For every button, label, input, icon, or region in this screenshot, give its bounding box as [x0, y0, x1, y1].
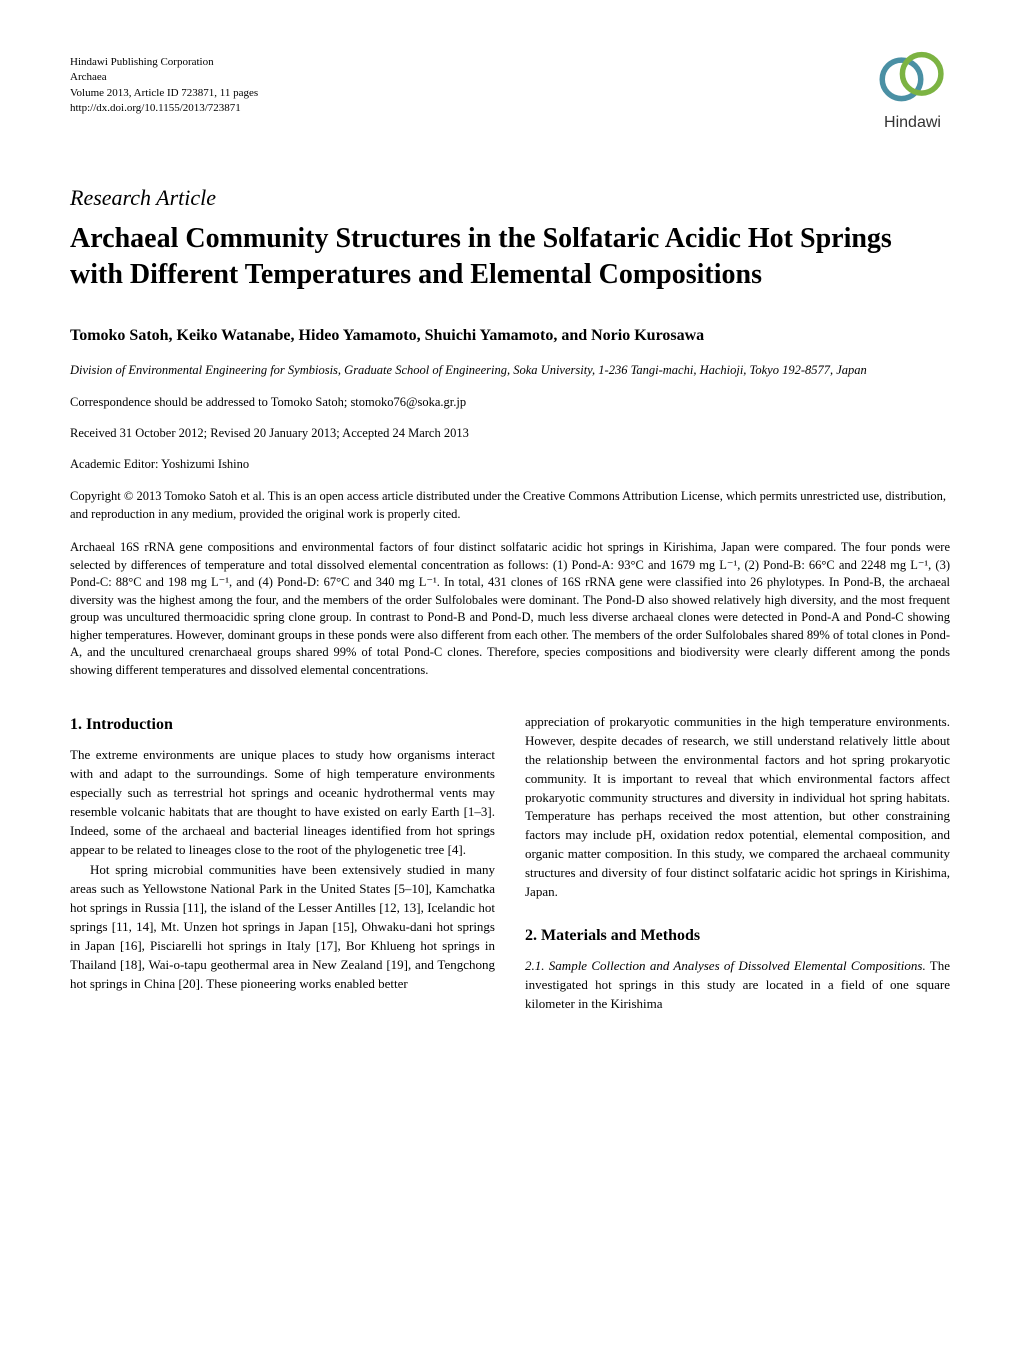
journal-name: Archaea [70, 70, 950, 85]
abstract: Archaeal 16S rRNA gene compositions and … [70, 539, 950, 679]
article-title: Archaeal Community Structures in the Sol… [70, 221, 950, 294]
academic-editor: Academic Editor: Yoshizumi Ishino [70, 457, 950, 472]
article-dates: Received 31 October 2012; Revised 20 Jan… [70, 426, 950, 441]
volume-info: Volume 2013, Article ID 723871, 11 pages [70, 86, 950, 101]
hindawi-logo-icon [875, 50, 950, 105]
article-type: Research Article [70, 185, 950, 211]
intro-paragraph-2: Hot spring microbial communities have be… [70, 861, 495, 993]
intro-paragraph-1: The extreme environments are unique plac… [70, 746, 495, 859]
left-column: 1. Introduction The extreme environments… [70, 713, 495, 1015]
correspondence: Correspondence should be addressed to To… [70, 395, 950, 410]
intro-paragraph-3: appreciation of prokaryotic communities … [525, 713, 950, 901]
subsection-heading: 2.1. Sample Collection and Analyses of D… [525, 958, 926, 973]
publisher-logo: Hindawi [875, 50, 950, 132]
affiliation: Division of Environmental Engineering fo… [70, 362, 950, 380]
copyright-notice: Copyright © 2013 Tomoko Satoh et al. Thi… [70, 488, 950, 523]
publisher-name: Hindawi Publishing Corporation [70, 55, 950, 70]
body-columns: 1. Introduction The extreme environments… [70, 713, 950, 1015]
journal-header: Hindawi Publishing Corporation Archaea V… [70, 55, 950, 117]
doi-link: http://dx.doi.org/10.1155/2013/723871 [70, 101, 950, 116]
author-list: Tomoko Satoh, Keiko Watanabe, Hideo Yama… [70, 325, 950, 347]
publisher-logo-text: Hindawi [875, 114, 950, 132]
right-column: appreciation of prokaryotic communities … [525, 713, 950, 1015]
section-heading-introduction: 1. Introduction [70, 713, 495, 736]
section-heading-methods: 2. Materials and Methods [525, 924, 950, 947]
methods-paragraph-1: 2.1. Sample Collection and Analyses of D… [525, 957, 950, 1014]
